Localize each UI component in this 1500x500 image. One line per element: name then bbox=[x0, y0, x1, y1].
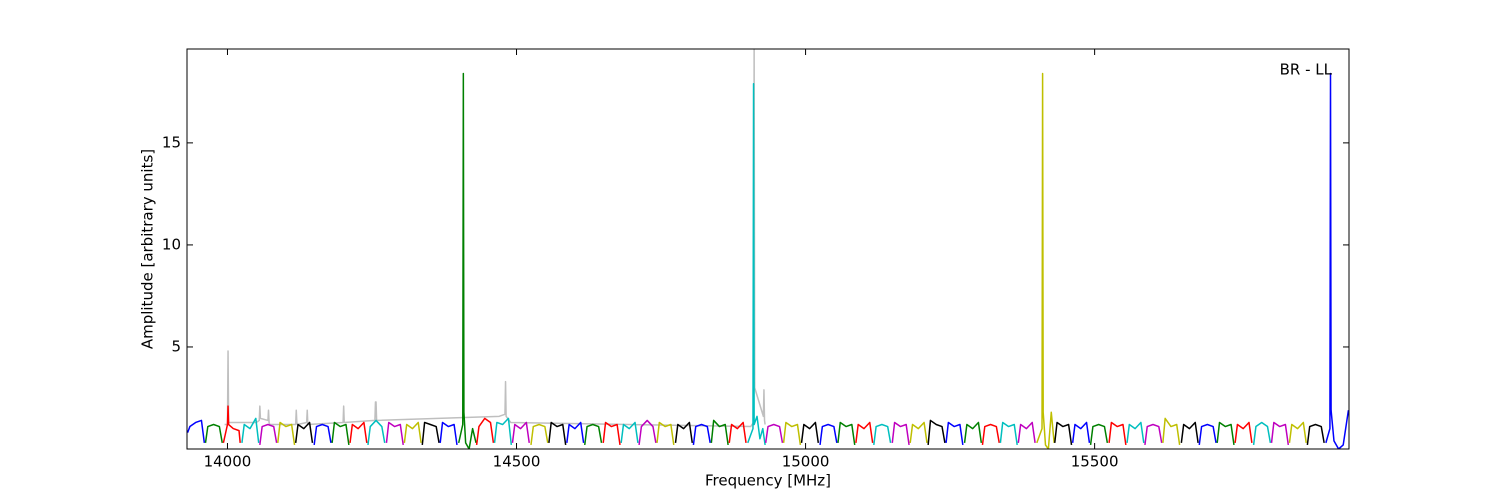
spectrum-line bbox=[1306, 423, 1325, 446]
spectrum-line bbox=[927, 419, 946, 445]
spectrum-line bbox=[710, 419, 729, 446]
spectrum-line bbox=[837, 421, 856, 446]
x-tick-label: 14000 bbox=[204, 453, 252, 471]
spectrum-line bbox=[800, 421, 820, 443]
spectrum-line bbox=[620, 421, 639, 443]
spectrum-line bbox=[421, 421, 440, 445]
plot-lines bbox=[187, 49, 1349, 449]
spectrum-line bbox=[1162, 417, 1181, 446]
spectrum-line bbox=[1126, 421, 1145, 443]
spectrum-line bbox=[1071, 421, 1091, 443]
spectrum-line bbox=[1036, 72, 1055, 449]
spectrum-line bbox=[511, 421, 530, 443]
spectrum-line bbox=[1053, 421, 1073, 446]
spectrum-line bbox=[999, 421, 1018, 446]
spectrum-line bbox=[1325, 72, 1349, 449]
spectrum-line bbox=[475, 417, 495, 446]
spectrum-line bbox=[1252, 421, 1272, 446]
spectrum-line bbox=[1089, 423, 1109, 446]
x-tick-label: 15000 bbox=[782, 453, 830, 471]
spectrum-line bbox=[204, 423, 223, 444]
spectrum-line bbox=[1216, 421, 1235, 446]
spectrum-line bbox=[909, 421, 928, 443]
spectrum-line bbox=[602, 421, 621, 446]
spectrum-line bbox=[187, 419, 206, 443]
spectrum-line bbox=[530, 423, 549, 446]
annotation: BR - LL bbox=[1280, 61, 1333, 79]
spectrum-line bbox=[493, 417, 513, 446]
spectrum-line bbox=[1180, 421, 1199, 443]
spectrum-line bbox=[638, 419, 657, 446]
spectrum-line bbox=[566, 421, 585, 443]
spectrum-line bbox=[1270, 421, 1290, 446]
spectrum-line bbox=[1198, 423, 1217, 446]
spectrum-line bbox=[259, 423, 278, 446]
spectrum-line bbox=[873, 423, 892, 446]
spectrum-line bbox=[981, 423, 1000, 446]
spectrum-line bbox=[277, 421, 296, 446]
spectrum-line bbox=[855, 421, 874, 443]
spectrum-line bbox=[656, 421, 675, 446]
spectrum-line bbox=[963, 421, 983, 443]
x-axis-label: Frequency [MHz] bbox=[705, 472, 831, 490]
y-tick-label: 5 bbox=[171, 337, 181, 355]
spectrum-line bbox=[1108, 421, 1127, 446]
spectrum-line bbox=[385, 421, 404, 446]
spectrum-line bbox=[1288, 421, 1307, 443]
spectrum-line bbox=[692, 423, 711, 446]
spectrum-line bbox=[583, 423, 603, 446]
spectrum-line bbox=[782, 421, 802, 446]
spectrum-line bbox=[1234, 421, 1253, 443]
y-tick-label: 15 bbox=[162, 133, 181, 151]
spectrum-line bbox=[728, 421, 747, 443]
spectrum-line bbox=[747, 82, 766, 446]
x-tick-label: 14500 bbox=[493, 453, 541, 471]
spectrum-line bbox=[294, 421, 314, 443]
plot-frame bbox=[186, 48, 1350, 450]
spectrum-line bbox=[674, 421, 694, 443]
spectrum-line bbox=[331, 421, 350, 446]
spectrum-line bbox=[403, 421, 422, 443]
x-tick-label: 15500 bbox=[1071, 453, 1119, 471]
y-tick-label: 10 bbox=[162, 235, 181, 253]
spectrum-line bbox=[457, 72, 477, 449]
spectrum-line bbox=[241, 417, 260, 443]
spectrum-line bbox=[548, 421, 567, 446]
spectrum-line bbox=[819, 423, 838, 446]
spectrum-line bbox=[891, 421, 910, 446]
y-axis-label: Amplitude [arbitrary units] bbox=[139, 149, 157, 349]
spectrum-line bbox=[367, 419, 386, 446]
spectrum-line bbox=[1017, 421, 1036, 443]
spectrum-line bbox=[313, 423, 332, 446]
spectrum-line bbox=[945, 421, 964, 446]
spectrum-line bbox=[222, 405, 241, 444]
spectrum-line bbox=[764, 423, 784, 444]
spectrum-line bbox=[349, 421, 368, 443]
spectrum-line bbox=[439, 421, 458, 446]
spectrum-line bbox=[1144, 423, 1163, 446]
